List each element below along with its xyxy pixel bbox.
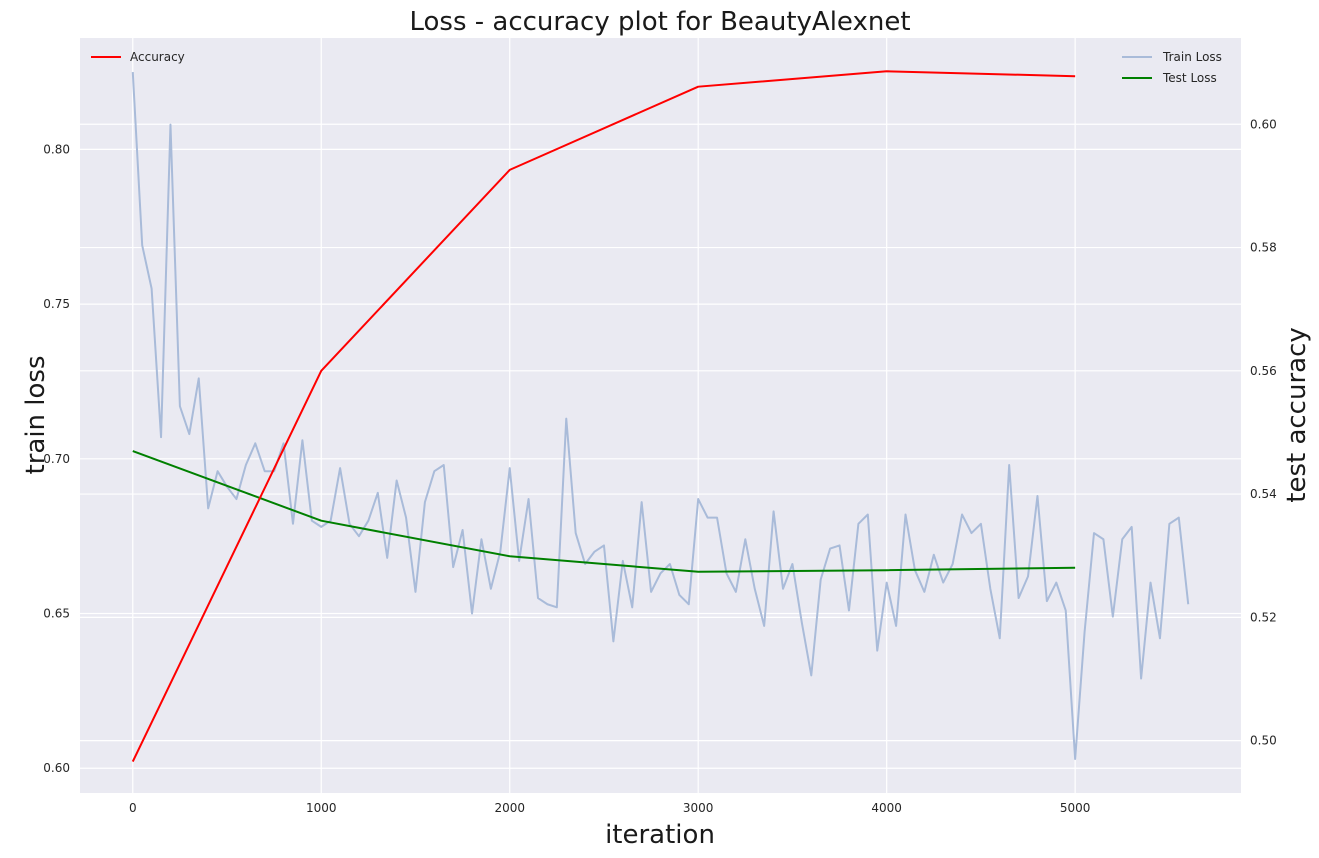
chart-title: Loss - accuracy plot for BeautyAlexnet	[409, 7, 910, 37]
series-lines	[131, 70, 1190, 763]
plot-background	[80, 38, 1241, 793]
legend-test-loss-label: Test Loss	[1162, 71, 1217, 85]
left-y-axis-title: train loss	[21, 355, 51, 474]
train-loss-line	[131, 71, 1190, 760]
right-y-tick-label: 0.60	[1250, 117, 1277, 131]
right-y-tick-label: 0.56	[1250, 364, 1277, 378]
legend-left: Accuracy	[91, 50, 185, 64]
x-tick-label: 1000	[306, 801, 337, 815]
left-y-tick-label: 0.60	[43, 761, 70, 775]
test-loss-line	[132, 450, 1076, 573]
legend-right: Train Loss Test Loss	[1122, 50, 1222, 85]
left-y-axis-ticks: 0.60 0.65 0.70 0.75 0.80	[43, 142, 70, 775]
left-y-tick-label: 0.80	[43, 142, 70, 156]
x-tick-label: 5000	[1060, 801, 1091, 815]
right-y-axis-title: test accuracy	[1282, 327, 1312, 503]
right-y-tick-label: 0.54	[1250, 487, 1277, 501]
right-y-tick-label: 0.50	[1250, 734, 1277, 748]
left-y-tick-label: 0.75	[43, 297, 70, 311]
legend-accuracy-label: Accuracy	[130, 50, 185, 64]
accuracy-line	[131, 70, 1076, 763]
right-y-axis-ticks: 0.50 0.52 0.54 0.56 0.58 0.60	[1250, 117, 1277, 747]
x-tick-label: 2000	[494, 801, 525, 815]
x-axis-title: iteration	[605, 820, 715, 850]
right-y-tick-label: 0.52	[1250, 610, 1277, 624]
right-y-tick-label: 0.58	[1250, 241, 1277, 255]
left-y-tick-label: 0.65	[43, 607, 70, 621]
x-tick-label: 3000	[683, 801, 714, 815]
grid-lines	[80, 38, 1241, 793]
left-y-tick-label: 0.70	[43, 452, 70, 466]
x-tick-label: 4000	[871, 801, 902, 815]
legend-train-loss-label: Train Loss	[1162, 50, 1222, 64]
x-tick-label: 0	[129, 801, 137, 815]
x-axis-ticks: 0 1000 2000 3000 4000 5000	[129, 801, 1090, 815]
